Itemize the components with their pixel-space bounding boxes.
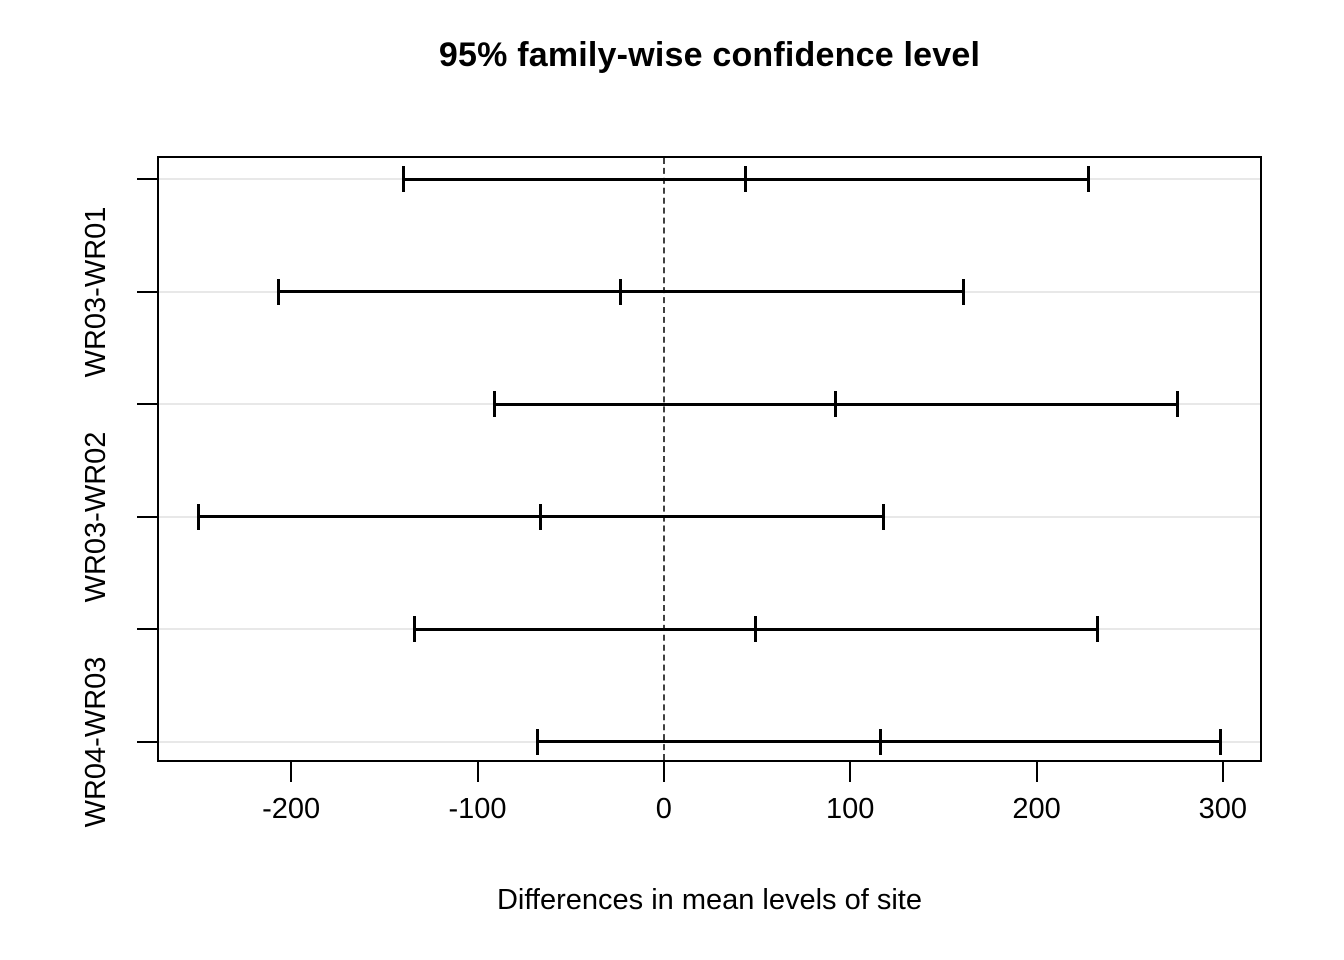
x-tick-label: 100 [825, 793, 875, 825]
zero-reference-line [662, 158, 665, 760]
ci-center-tick [619, 278, 623, 305]
x-tick [1221, 762, 1224, 782]
ci-right-cap [881, 503, 885, 530]
x-tick-label: -100 [448, 793, 507, 825]
y-tick [137, 740, 157, 743]
ci-right-cap [1086, 166, 1090, 192]
ci-center-tick [539, 503, 543, 530]
x-tick [1035, 762, 1038, 782]
ci-left-cap [536, 728, 540, 755]
ci-center-tick [833, 391, 837, 417]
ci-left-cap [401, 166, 405, 192]
plot-area [157, 156, 1262, 762]
ci-right-cap [1176, 391, 1180, 417]
y-tick [137, 403, 157, 405]
ci-center-tick [753, 616, 757, 642]
ci-right-cap [961, 278, 965, 305]
x-tick-label: 0 [655, 793, 672, 825]
ci-center-tick [744, 166, 748, 192]
ci-left-cap [413, 616, 417, 642]
ci-right-cap [1219, 728, 1222, 755]
ci-left-cap [493, 391, 497, 417]
y-tick [137, 515, 157, 518]
ci-right-cap [1096, 616, 1100, 642]
x-axis-title: Differences in mean levels of site [496, 884, 922, 916]
x-tick [849, 762, 852, 782]
ci-center-tick [878, 728, 882, 755]
y-axis-label: WR04-WR03 [80, 656, 112, 827]
y-tick [137, 628, 157, 630]
x-tick-label: 300 [1198, 793, 1248, 825]
x-tick-label: -200 [262, 793, 321, 825]
x-tick [290, 762, 293, 782]
x-tick [662, 762, 665, 782]
y-tick [137, 290, 157, 293]
ci-left-cap [277, 278, 281, 305]
chart-title: 95% family-wise confidence level [438, 36, 981, 74]
x-tick-label: 200 [1012, 793, 1061, 825]
y-tick [137, 178, 157, 180]
x-tick [476, 762, 479, 782]
ci-left-cap [196, 503, 200, 530]
